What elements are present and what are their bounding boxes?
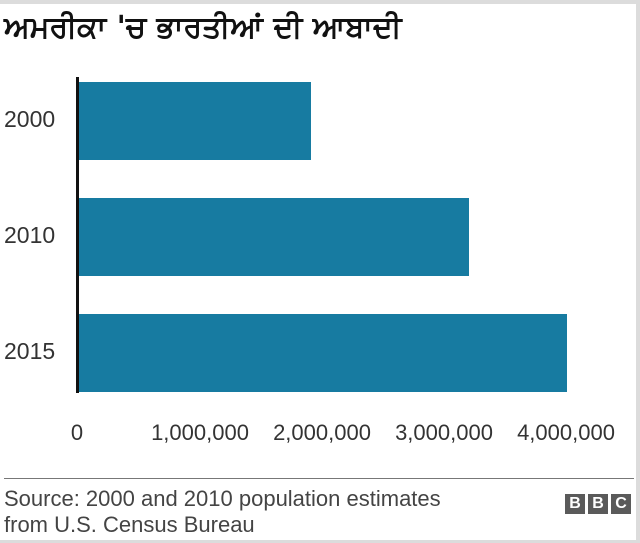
bbc-logo-c: C — [611, 494, 631, 514]
chart-title: ਅਮਰੀਕਾ 'ਚ ਭਾਰਤੀਆਂ ਦੀ ਆਬਾਦੀ — [4, 10, 402, 45]
bbc-logo: B B C — [565, 494, 631, 514]
bbc-logo-b1: B — [565, 494, 585, 514]
x-tick-0: 0 — [70, 420, 84, 445]
x-tick-4m: 4,000,000 — [517, 420, 615, 445]
x-tick-2m: 2,000,000 — [273, 420, 371, 445]
y-label-2015: 2015 — [4, 338, 56, 364]
y-axis-line — [76, 77, 79, 393]
source-line-2: from U.S. Census Bureau — [4, 512, 255, 537]
x-tick-1m: 1,000,000 — [151, 420, 249, 445]
x-tick-3m: 3,000,000 — [395, 420, 493, 445]
source-line-1: Source: 2000 and 2010 population estimat… — [4, 486, 441, 511]
y-label-2010: 2010 — [4, 222, 56, 248]
source-note: Source: 2000 and 2010 population estimat… — [4, 486, 524, 538]
bbc-logo-b2: B — [588, 494, 608, 514]
y-label-2000: 2000 — [4, 106, 56, 132]
footer-divider — [4, 478, 634, 479]
bar-2000 — [78, 82, 311, 160]
bar-2010 — [78, 198, 469, 276]
bar-2015 — [78, 314, 567, 392]
chart-card: ਅਮਰੀਕਾ 'ਚ ਭਾਰਤੀਆਂ ਦੀ ਆਬਾਦੀ 2000 2010 201… — [0, 4, 636, 540]
